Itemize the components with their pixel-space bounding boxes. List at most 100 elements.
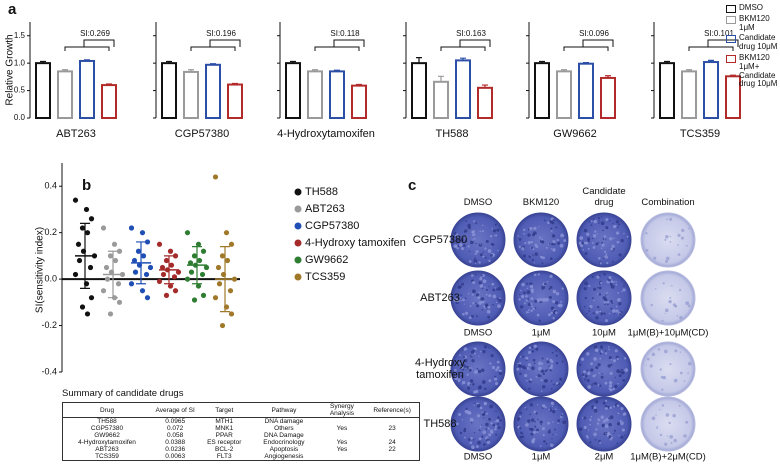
column-header: Candidate drug	[582, 186, 626, 208]
colony	[678, 404, 681, 407]
colony	[535, 347, 539, 351]
colony	[524, 366, 527, 370]
colony	[534, 420, 536, 423]
colony	[483, 411, 486, 413]
colony	[461, 236, 464, 239]
legend-label: ABT263	[305, 203, 345, 215]
colony	[472, 382, 475, 386]
colony	[541, 404, 546, 408]
legend-item: Candidate drug 10μM	[726, 34, 780, 52]
colony	[548, 408, 551, 411]
colony	[591, 384, 594, 386]
dose-label: 10μM	[592, 328, 616, 339]
colony	[531, 427, 534, 430]
sd-bar	[80, 222, 90, 289]
colony	[546, 369, 549, 371]
table-row: ABT263 0.0236 BCL-2 Apoptosis Yes 22	[63, 446, 419, 453]
colony	[453, 231, 457, 235]
table-cell: Apoptosis	[269, 446, 299, 453]
colony	[540, 423, 542, 426]
colony	[669, 296, 672, 299]
colony	[674, 304, 677, 308]
data-point	[199, 271, 206, 278]
colony	[522, 254, 527, 258]
colony	[622, 288, 626, 292]
colony	[531, 346, 534, 349]
colony	[532, 307, 535, 311]
colony	[664, 238, 667, 241]
row-label: 4-Hydroxy tamoxifen	[414, 356, 466, 381]
colony	[550, 227, 553, 230]
error-bar	[84, 59, 90, 61]
colony	[610, 284, 615, 289]
colony	[551, 243, 554, 246]
colony	[603, 235, 607, 238]
colony	[479, 277, 483, 281]
table-row: TCS359 0.0063 FLT3 Angiogenesis	[63, 453, 419, 460]
colony	[482, 251, 484, 253]
error-bar	[166, 60, 172, 64]
colony	[525, 423, 529, 427]
colony	[475, 222, 478, 225]
colony	[583, 305, 586, 308]
culture-dish	[576, 341, 632, 397]
colony	[561, 413, 564, 415]
colony	[550, 380, 553, 382]
colony	[484, 387, 487, 391]
colony	[679, 351, 682, 353]
colony	[608, 312, 611, 315]
colony	[480, 297, 485, 301]
colony	[646, 357, 650, 361]
colony	[519, 411, 522, 415]
colony	[550, 248, 553, 250]
colony	[547, 221, 550, 225]
colony	[544, 379, 547, 383]
colony	[519, 355, 522, 358]
table-cell: 0.058	[167, 432, 184, 439]
colony	[594, 400, 599, 404]
data-point	[172, 253, 179, 259]
colony	[487, 315, 491, 319]
colony	[579, 236, 584, 240]
colony	[588, 284, 591, 288]
colony	[538, 366, 542, 371]
colony	[479, 284, 484, 288]
colony	[525, 299, 528, 302]
significance-bracket	[440, 39, 491, 51]
colony	[494, 223, 497, 226]
colony	[552, 299, 556, 304]
colony	[589, 441, 592, 444]
colony	[498, 371, 503, 376]
colony	[526, 380, 528, 382]
colony	[661, 388, 664, 391]
table-cell: ES receptor	[207, 439, 242, 446]
colony	[614, 384, 618, 389]
colony	[583, 228, 588, 233]
si-annotation: SI:0.269	[80, 29, 110, 38]
colony	[594, 230, 597, 233]
colony	[592, 382, 594, 384]
bar	[534, 62, 550, 119]
colony	[530, 309, 533, 313]
data-point	[212, 295, 219, 301]
colony	[547, 430, 551, 434]
colony	[480, 368, 485, 373]
colony	[479, 253, 483, 257]
colony	[655, 288, 657, 290]
bar	[578, 62, 594, 119]
colony	[620, 421, 624, 426]
colony	[597, 217, 600, 220]
colony	[590, 415, 593, 418]
colony	[669, 235, 672, 238]
data-point	[128, 281, 135, 287]
table-title: Summary of candidate drugs	[62, 388, 184, 399]
colony	[612, 279, 615, 282]
colony	[555, 354, 558, 357]
colony	[581, 373, 585, 377]
summary-table: Drug Average of SI Target Pathway Synergy An…	[63, 403, 419, 460]
bar	[433, 80, 449, 120]
column-header: Synergy Analysis	[318, 403, 366, 418]
colony	[578, 427, 583, 431]
colony	[598, 286, 602, 290]
column-header: Pathway	[249, 403, 319, 418]
